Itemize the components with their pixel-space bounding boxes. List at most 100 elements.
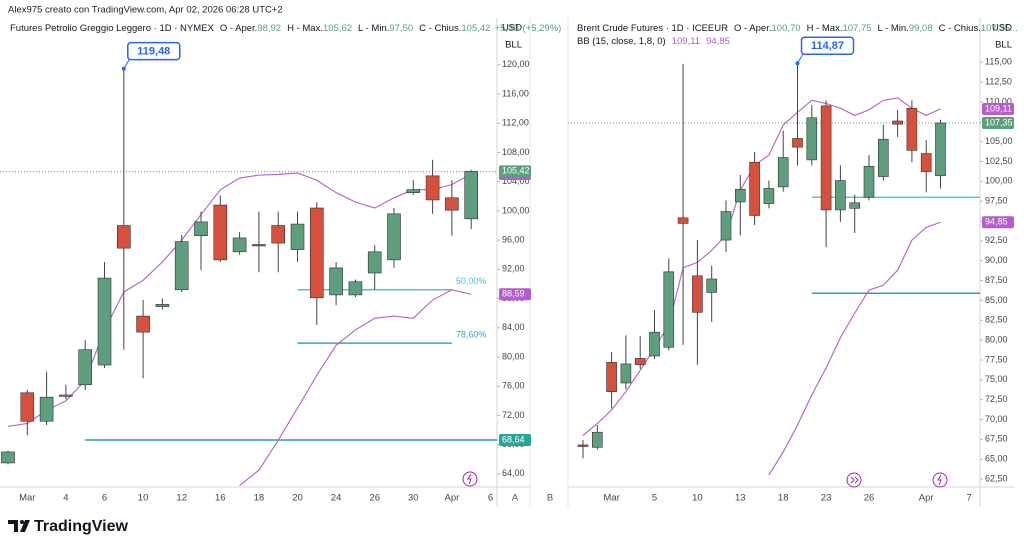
y-tick-label: 67,50 [985,434,1008,444]
x-tick-label: 23 [821,493,832,504]
candle-body [720,211,732,241]
legend-value: 99,08 [909,23,933,34]
price-tag-label: 68,64 [502,434,525,444]
price-tag [982,116,1014,129]
x-tick-label: 6 [488,493,493,504]
y-tick-label: 108,00 [502,147,530,157]
y-unit: USD [992,23,1012,34]
indicator-value: 109,11 [672,36,700,47]
x-tick-label: Mar [19,493,35,504]
pane-button[interactable]: B [547,493,553,504]
x-tick-label: 10 [692,493,703,504]
y-tick-label: 112,00 [502,118,529,128]
brand[interactable]: TradingView [34,518,129,535]
candle-body [78,349,92,386]
candle-body [367,251,382,274]
y-tick-label: 110,00 [985,96,1012,106]
candle-body [39,396,54,422]
price-tag-label: 109,11 [985,103,1012,113]
logo-mark [8,520,30,532]
candle-body [252,244,266,247]
candle-body [677,217,689,224]
x-tick-label: 24 [331,493,342,504]
y-tick-label: 84,00 [502,322,525,332]
candle-body [20,392,35,422]
y-tick-label: 75,00 [985,374,1008,384]
x-tick-label: 7 [966,493,971,504]
y-tick-label: 100,00 [985,176,1013,186]
candle-body [1,451,15,464]
callout-label: 119,48 [137,46,170,58]
price-tag-label: 88,59 [502,289,525,299]
candle-body [920,153,932,173]
legend: Brent Crude Futures · 1D · ICEEUR O - Ape… [577,23,1018,34]
candle-body [117,225,131,249]
band-line [239,289,472,486]
y-tick-label: 92,50 [985,235,1008,245]
legend-key: L - Min. [878,23,909,34]
legend-value: 98,92 [257,23,281,34]
event-icon[interactable] [462,471,478,487]
price-tag [499,288,531,301]
x-tick-label: 20 [292,493,303,504]
legend-key: O - Aper. [734,23,772,34]
candle-body [863,165,875,198]
candle-body [877,138,889,177]
legend-key: H - Max. [287,23,323,34]
price-tag [499,433,531,446]
legend-value: 107,75 [842,23,871,34]
y-tick-label: 82,50 [985,315,1008,325]
credit: Alex975 creato con TradingView.com, Apr … [8,5,283,16]
y-tick-label: 72,50 [985,394,1008,404]
x-tick-label: Apr [445,493,460,504]
candle-body [194,221,208,237]
legend-key: C - Chius. [419,23,461,34]
event-icon-glyph [467,473,472,485]
band-line [768,221,941,476]
legend: Futures Petrolio Greggio Leggero · 1D · … [10,23,561,34]
price-tag [982,102,1014,115]
x-tick-label: 13 [735,493,746,504]
y-tick-label: 77,50 [985,354,1008,364]
y-unit-sub: BLL [995,40,1012,51]
y-tick-label: 105,00 [985,136,1013,146]
pane-button[interactable]: A [512,493,519,504]
legend-value: 105,62 [323,23,352,34]
band-line [582,97,941,436]
callout-anchor [121,66,126,71]
legend-value: 105,42 [461,23,490,34]
candle-body [348,281,363,296]
logo-mark [20,520,24,524]
callout-box [127,41,181,61]
x-tick-label: Mar [603,493,619,504]
event-icon[interactable] [846,472,862,488]
price-tag-label: 107,35 [985,117,1013,127]
y-tick-label: 96,00 [502,235,525,245]
event-icon[interactable] [932,472,948,488]
candle-body [213,204,228,261]
y-tick-label: 80,00 [985,334,1008,344]
price-tag [982,216,1014,229]
candle-body [309,207,324,299]
y-unit-sub: BLL [505,40,522,51]
legend-value: 107,35... [981,23,1018,34]
x-tick-label: 4 [63,493,68,504]
y-tick-label: 104,00 [502,176,530,186]
y-tick-label: 85,00 [985,295,1008,305]
candle-body [445,197,459,211]
candle-body [271,225,286,244]
legend-value: 97,50 [389,23,413,34]
candle-body [606,362,617,393]
x-tick-label: 6 [102,493,107,504]
candle-body [634,358,646,366]
legend-change: +5,30 [494,23,518,34]
x-tick-label: 30 [408,493,419,504]
candle-body [906,107,918,151]
y-tick-label: 80,00 [502,351,525,361]
x-tick-label: 18 [778,493,789,504]
callout-label: 114,87 [811,40,844,52]
legend-value: 100,70 [772,23,801,34]
y-tick-label: 102,50 [985,156,1013,166]
legend-change: (+5,29%) [523,23,562,34]
